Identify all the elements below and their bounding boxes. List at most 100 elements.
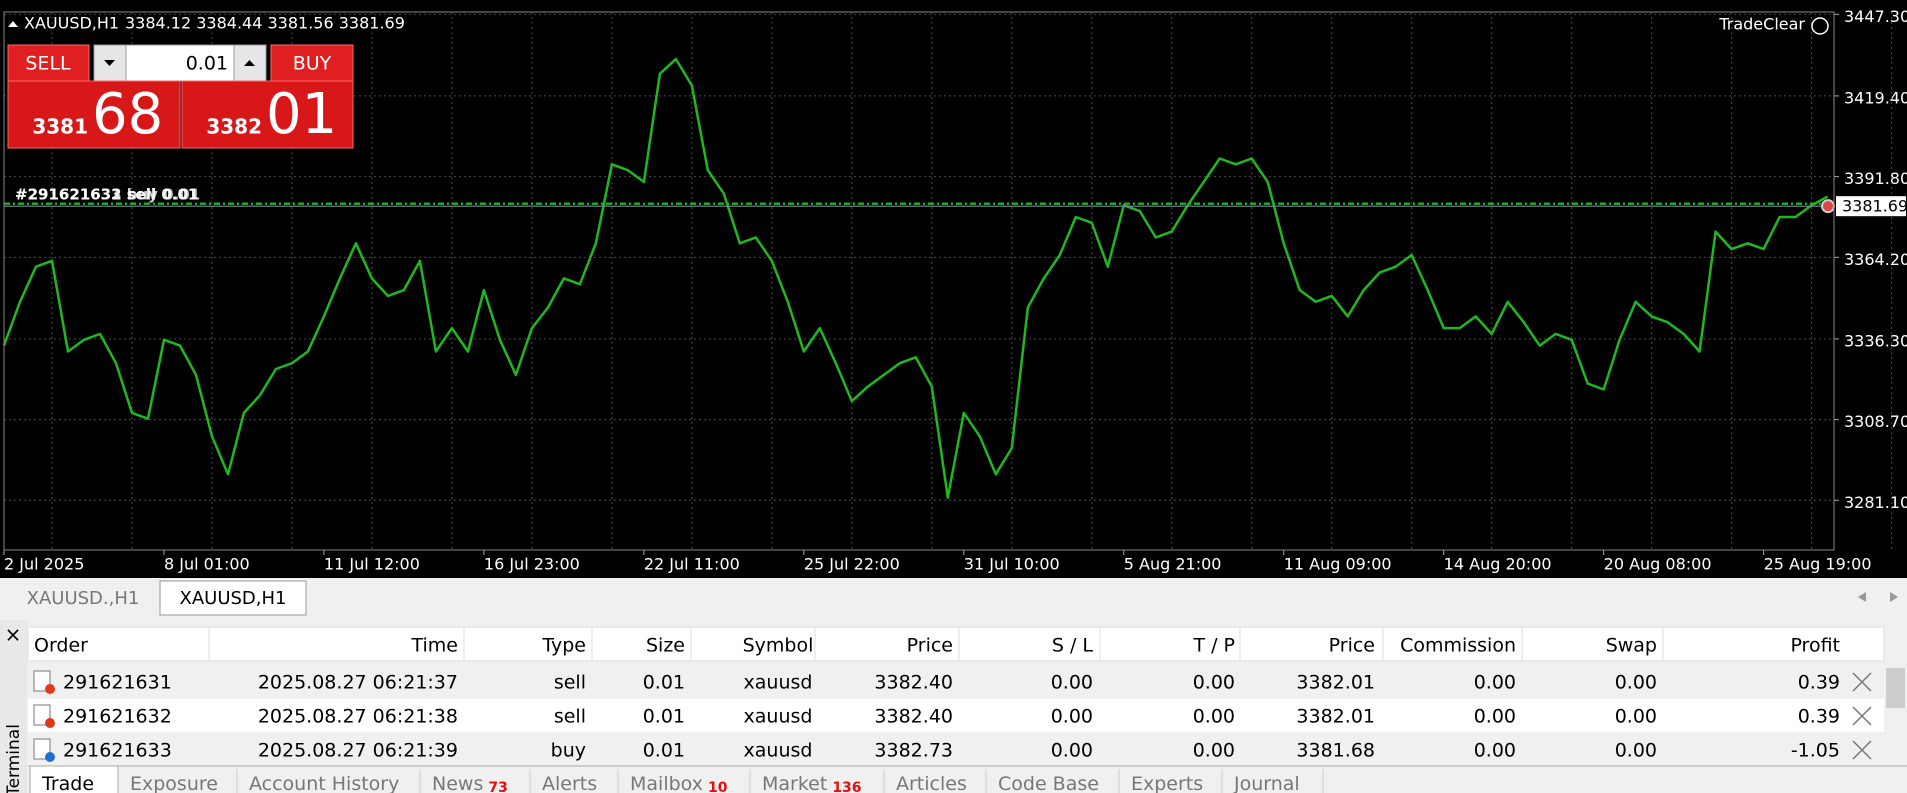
ask-minor: 01 bbox=[266, 82, 337, 147]
cell: 3382.73 bbox=[874, 740, 953, 762]
y-tick-label: 3364.20 bbox=[1844, 250, 1907, 269]
cell: sell bbox=[554, 706, 586, 728]
tab[interactable]: Market 136 bbox=[762, 773, 862, 793]
table-header bbox=[27, 626, 1885, 662]
tab-name: Code Base bbox=[998, 773, 1099, 793]
x-tick-label: 5 Aug 21:00 bbox=[1124, 555, 1222, 574]
table-row[interactable] bbox=[28, 733, 1884, 766]
tab-name: News bbox=[432, 773, 483, 793]
tab[interactable]: Code Base bbox=[998, 773, 1099, 793]
bid-box[interactable] bbox=[7, 80, 181, 149]
current-price-label: 3381.69 bbox=[1842, 197, 1907, 216]
ask-box[interactable] bbox=[181, 80, 354, 149]
x-tick-label: 20 Aug 08:00 bbox=[1604, 555, 1712, 574]
lot-input[interactable] bbox=[125, 44, 235, 82]
chart-symbol: XAUUSD,H1 bbox=[24, 14, 119, 33]
cell: 0.00 bbox=[1474, 706, 1516, 728]
collapse-icon[interactable] bbox=[8, 21, 18, 27]
cell: 291621633 bbox=[63, 740, 172, 762]
tab[interactable]: Trade bbox=[41, 773, 94, 793]
column-header: Order bbox=[34, 635, 88, 657]
tab[interactable]: Alerts bbox=[542, 773, 597, 793]
lot-value: 0.01 bbox=[186, 53, 228, 75]
chart-tab-active[interactable] bbox=[159, 580, 307, 616]
cell: 3382.40 bbox=[874, 672, 953, 694]
x-tick-label: 31 Jul 10:00 bbox=[964, 555, 1060, 574]
x-tick-label: 25 Jul 22:00 bbox=[804, 555, 900, 574]
column-header: Type bbox=[541, 635, 586, 657]
y-tick-label: 3281.10 bbox=[1844, 493, 1907, 512]
price-line bbox=[2, 57, 1829, 499]
cell: 0.00 bbox=[1193, 706, 1235, 728]
x-tick-label: 25 Aug 19:00 bbox=[1764, 555, 1872, 574]
tab-name: Mailbox bbox=[630, 773, 703, 793]
column-header: Time bbox=[411, 635, 459, 657]
bid-minor: 68 bbox=[92, 82, 163, 147]
scroll-left[interactable] bbox=[1858, 592, 1866, 602]
order-icon-dot bbox=[45, 718, 55, 728]
scroll-right[interactable] bbox=[1890, 592, 1898, 602]
x-tick-label: 8 Jul 01:00 bbox=[164, 555, 250, 574]
x-tick-label: 14 Aug 20:00 bbox=[1444, 555, 1552, 574]
close-order[interactable] bbox=[1852, 672, 1872, 692]
terminal-sidebar bbox=[0, 620, 27, 793]
tab[interactable]: Articles bbox=[896, 773, 967, 793]
column-header: S / L bbox=[1052, 635, 1094, 657]
cell: 0.39 bbox=[1798, 672, 1840, 694]
column-header: Size bbox=[646, 635, 685, 657]
cell: 0.00 bbox=[1051, 706, 1093, 728]
order-label: #291621631 sell 0.01 bbox=[15, 186, 198, 204]
scrollbar-thumb[interactable] bbox=[1886, 668, 1905, 708]
cell: 0.01 bbox=[643, 706, 685, 728]
tab[interactable]: Mailbox 10 bbox=[630, 773, 728, 793]
cell: 291621631 bbox=[63, 672, 172, 694]
column-header: T / P bbox=[1192, 635, 1235, 657]
column-header: Price bbox=[1329, 635, 1375, 657]
cell: 0.00 bbox=[1193, 672, 1235, 694]
current-price-box bbox=[1836, 196, 1906, 217]
cell: xauusd bbox=[744, 672, 813, 694]
x-tick-label: 11 Jul 12:00 bbox=[324, 555, 420, 574]
tab-name: Trade bbox=[41, 773, 94, 793]
cell: 3382.40 bbox=[874, 706, 953, 728]
column-header: Commission bbox=[1400, 635, 1516, 657]
lot-down-arrow bbox=[104, 60, 115, 66]
cell: buy bbox=[551, 740, 586, 762]
x-tick-label: 11 Aug 09:00 bbox=[1284, 555, 1392, 574]
close-order[interactable] bbox=[1852, 740, 1872, 760]
tab-name: Alerts bbox=[542, 773, 597, 793]
table-row[interactable] bbox=[28, 665, 1884, 698]
cell: 0.39 bbox=[1798, 706, 1840, 728]
y-tick-label: 3419.40 bbox=[1844, 88, 1907, 107]
order-icon-dot bbox=[45, 684, 55, 694]
sell-button[interactable] bbox=[7, 44, 90, 82]
y-tick-label: 3447.30 bbox=[1844, 7, 1907, 26]
order-icon-dot bbox=[45, 752, 55, 762]
chart-tab: XAUUSD.,H1 bbox=[27, 588, 140, 609]
tab[interactable]: Account History bbox=[249, 773, 399, 793]
close-order[interactable] bbox=[1852, 706, 1872, 726]
plot-border bbox=[3, 11, 1835, 551]
cell: 0.00 bbox=[1615, 672, 1657, 694]
x-tick-label: 22 Jul 11:00 bbox=[644, 555, 740, 574]
column-header: Swap bbox=[1606, 635, 1657, 657]
buy-label: BUY bbox=[293, 53, 332, 75]
tab-active[interactable] bbox=[29, 765, 119, 793]
cell: 0.00 bbox=[1051, 740, 1093, 762]
y-tick-label: 3391.80 bbox=[1844, 169, 1907, 188]
tab[interactable]: News 73 bbox=[432, 773, 508, 793]
tab-name: Articles bbox=[896, 773, 967, 793]
lot-up-arrow bbox=[244, 60, 255, 66]
column-header: Symbol bbox=[743, 635, 814, 657]
tab[interactable]: Journal bbox=[1233, 773, 1300, 793]
cell: 0.00 bbox=[1615, 706, 1657, 728]
tab-name: Market bbox=[762, 773, 827, 793]
tab[interactable]: Exposure bbox=[130, 773, 218, 793]
cell: 0.00 bbox=[1615, 740, 1657, 762]
cell: xauusd bbox=[744, 740, 813, 762]
tab-name: Account History bbox=[249, 773, 399, 793]
order-label: #291621632 sell 0.01 bbox=[15, 186, 198, 204]
table-row[interactable] bbox=[28, 699, 1884, 732]
y-tick-label: 3336.30 bbox=[1844, 331, 1907, 350]
tab[interactable]: Experts bbox=[1131, 773, 1203, 793]
